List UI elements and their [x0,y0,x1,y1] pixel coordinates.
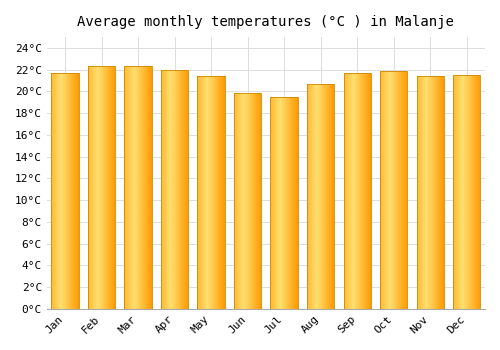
Bar [234,92,262,309]
Bar [161,70,188,309]
Bar [52,73,79,309]
Bar [380,71,407,309]
Bar [270,97,298,309]
Bar [124,66,152,309]
Title: Average monthly temperatures (°C ) in Malanje: Average monthly temperatures (°C ) in Ma… [78,15,454,29]
Bar [307,84,334,309]
Bar [453,75,480,309]
Bar [88,66,116,309]
Bar [198,76,225,309]
Bar [344,73,371,309]
Bar [416,76,444,309]
